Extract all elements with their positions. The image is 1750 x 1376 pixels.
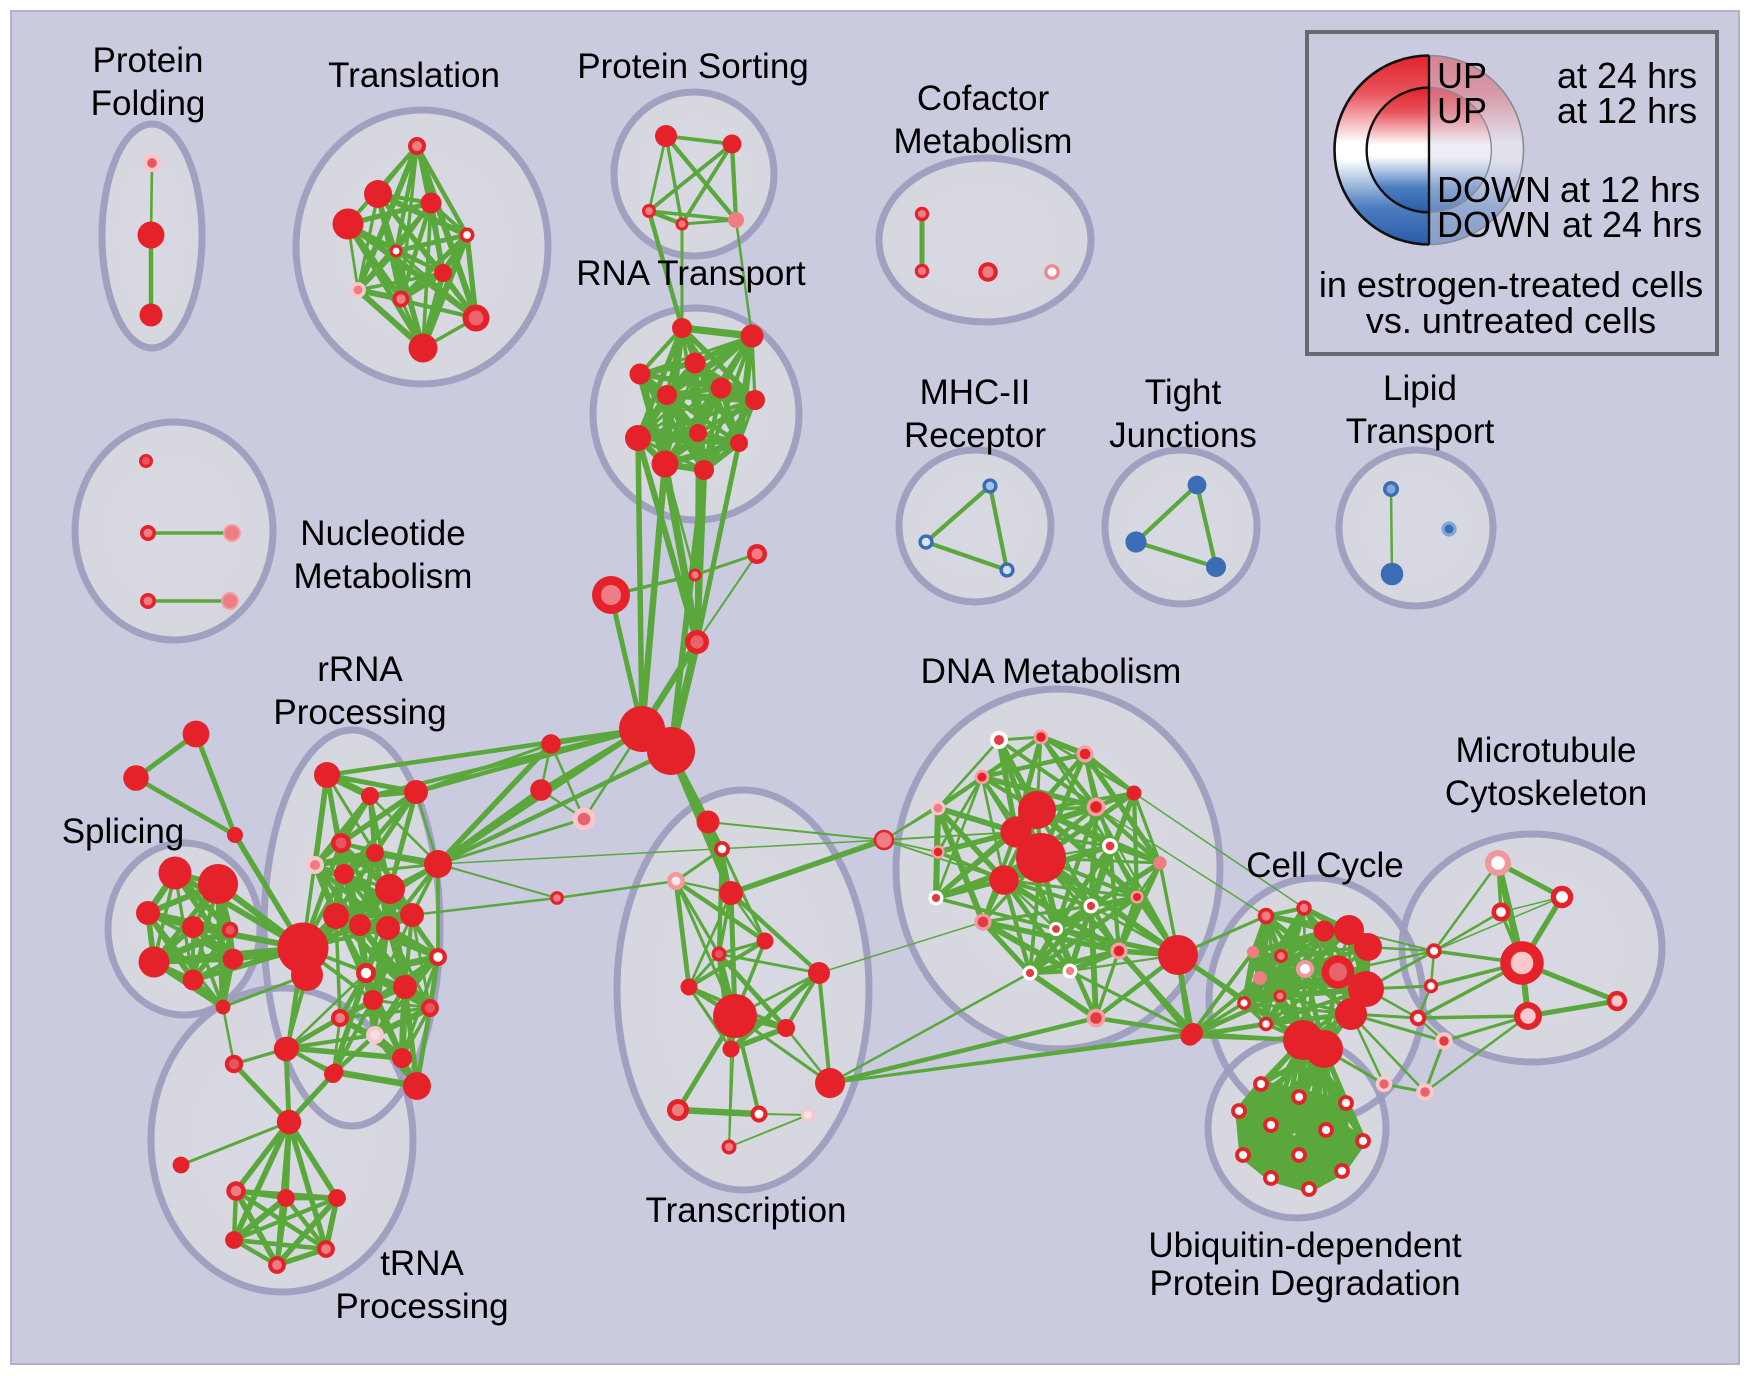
svg-text:Processing: Processing [273,693,446,732]
svg-text:Metabolism: Metabolism [294,557,473,596]
svg-text:Processing: Processing [335,1287,508,1326]
svg-text:at 24 hrs: at 24 hrs [1562,204,1702,245]
svg-text:Splicing: Splicing [62,812,185,851]
svg-text:DNA Metabolism: DNA Metabolism [921,652,1182,691]
svg-text:UP: UP [1437,55,1487,96]
svg-text:Folding: Folding [91,84,206,123]
svg-text:Receptor: Receptor [904,416,1046,455]
svg-text:UP: UP [1437,90,1487,131]
svg-text:tRNA: tRNA [380,1244,464,1283]
svg-text:Tight: Tight [1145,373,1222,412]
svg-text:Protein Degradation: Protein Degradation [1149,1264,1460,1303]
svg-text:in estrogen-treated cells: in estrogen-treated cells [1319,264,1703,305]
svg-text:Junctions: Junctions [1109,416,1257,455]
svg-text:Nucleotide: Nucleotide [300,514,465,553]
svg-text:DOWN: DOWN [1437,204,1551,245]
svg-text:MHC-II: MHC-II [920,373,1031,412]
svg-text:RNA Transport: RNA Transport [576,254,806,293]
svg-text:Protein Sorting: Protein Sorting [577,47,809,86]
svg-text:Metabolism: Metabolism [894,122,1073,161]
svg-text:Ubiquitin-dependent: Ubiquitin-dependent [1148,1226,1462,1265]
svg-text:rRNA: rRNA [317,650,403,689]
svg-text:Cell Cycle: Cell Cycle [1246,846,1404,885]
svg-text:Lipid: Lipid [1383,369,1457,408]
svg-text:Cytoskeleton: Cytoskeleton [1445,774,1647,813]
svg-text:Transport: Transport [1346,412,1495,451]
svg-text:Protein: Protein [93,41,204,80]
svg-text:at 12 hrs: at 12 hrs [1557,90,1697,131]
svg-text:vs. untreated cells: vs. untreated cells [1366,300,1656,341]
svg-text:DOWN: DOWN [1437,169,1551,210]
svg-text:Transcription: Transcription [646,1191,847,1230]
svg-text:at 12 hrs: at 12 hrs [1560,169,1700,210]
svg-text:Translation: Translation [328,56,500,95]
svg-text:at 24 hrs: at 24 hrs [1557,55,1697,96]
svg-text:Microtubule: Microtubule [1456,731,1637,770]
svg-text:Cofactor: Cofactor [917,79,1050,118]
